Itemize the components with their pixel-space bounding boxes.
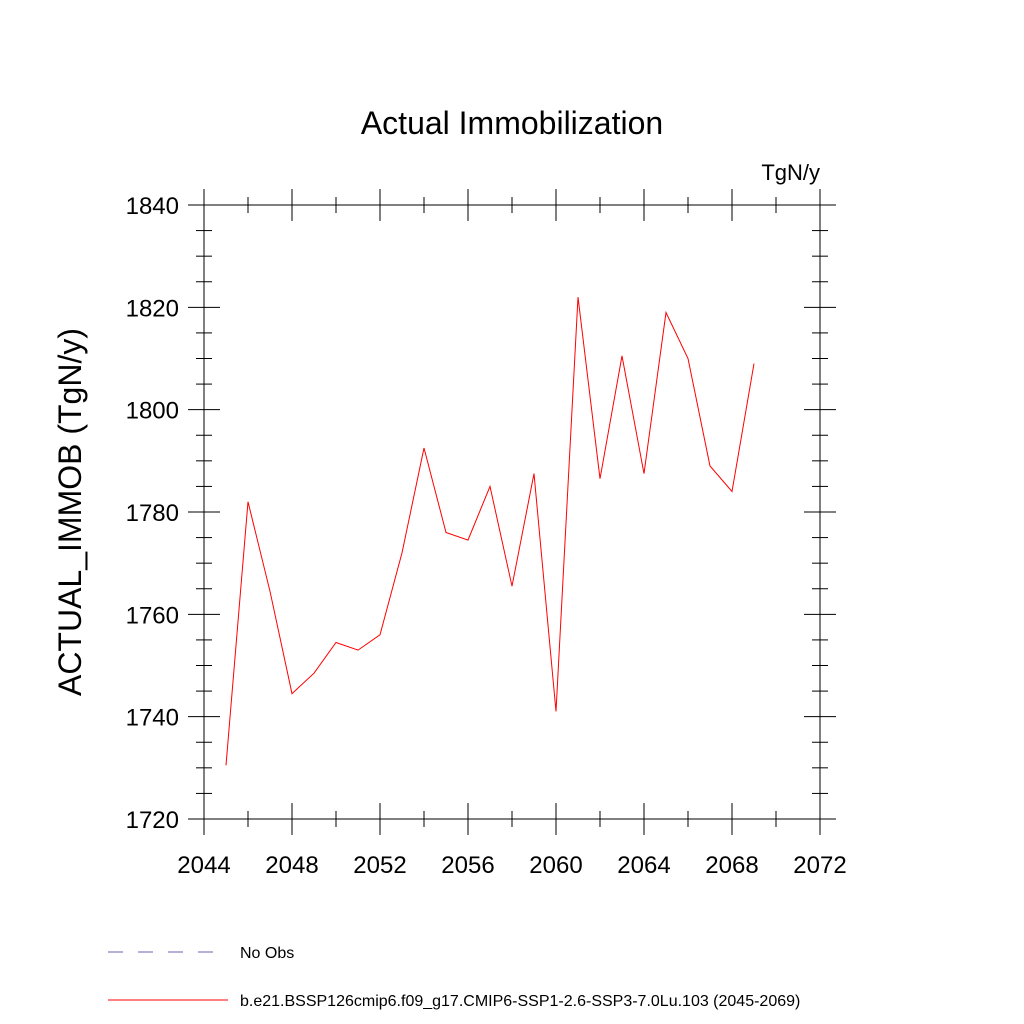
x-tick-label: 2044 [177, 852, 230, 879]
series-layer [225, 297, 755, 766]
y-tick-label: 1720 [126, 807, 179, 834]
x-tick-label: 2068 [705, 852, 758, 879]
x-tick-label: 2052 [353, 852, 406, 879]
plot-frame [203, 204, 821, 820]
x-tick-label: 2072 [793, 852, 846, 879]
y-tick-label: 1820 [126, 295, 179, 322]
axis-ticks: 2044 2048 2052 2056 2060 2064 2068 2072 1720 1740… [126, 189, 847, 879]
series-line-0 [225, 297, 755, 766]
chart-title: Actual Immobilization [361, 105, 663, 141]
legend: No Obs b.e21.BSSP126cmip6.f09_g17.CMIP6-S… [108, 945, 800, 1010]
legend-label: b.e21.BSSP126cmip6.f09_g17.CMIP6-SSP1-2.… [240, 993, 800, 1010]
legend-label: No Obs [240, 945, 294, 962]
y-tick-label: 1800 [126, 398, 179, 425]
x-tick-label: 2048 [265, 852, 318, 879]
x-tick-label: 2060 [529, 852, 582, 879]
x-tick-label: 2064 [617, 852, 670, 879]
y-tick-label: 1780 [126, 500, 179, 527]
y-tick-label: 1760 [126, 602, 179, 629]
x-tick-label: 2056 [441, 852, 494, 879]
y-axis-title: ACTUAL_IMMOB (TgN/y) [52, 328, 88, 696]
y-tick-label: 1740 [126, 705, 179, 732]
units-label: TgN/y [761, 160, 820, 185]
y-tick-label: 1840 [126, 193, 179, 220]
